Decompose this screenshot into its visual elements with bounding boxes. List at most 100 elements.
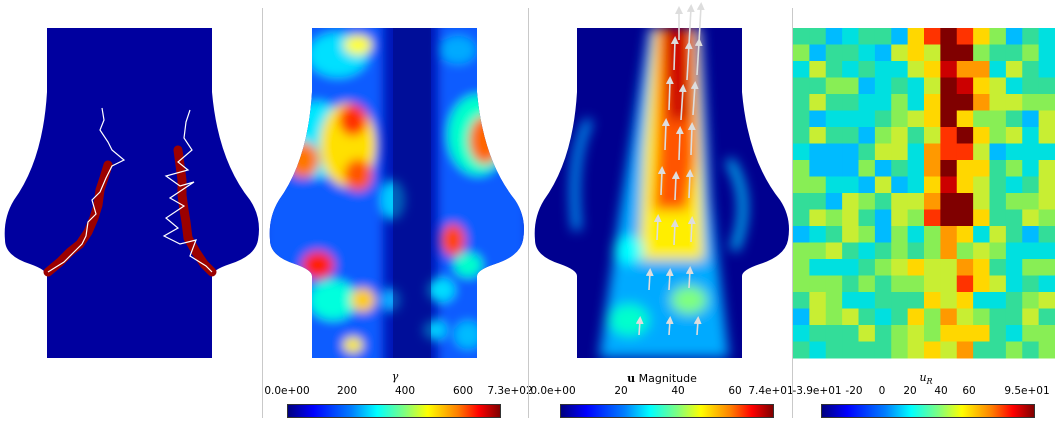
gamma-colorbar-title: γ: [391, 370, 399, 383]
uR-cell: [956, 160, 974, 177]
uR-cell: [1022, 28, 1040, 45]
uR-cell: [956, 325, 974, 342]
uR-cell: [924, 44, 941, 62]
uR-cell: [825, 127, 843, 144]
uR-cell: [891, 160, 909, 177]
uR-cell: [874, 209, 892, 227]
separator-3: [792, 8, 793, 418]
uR-cell: [907, 259, 925, 276]
uR-cell: [956, 28, 974, 45]
uR-cell: [874, 143, 892, 161]
uR-cell: [956, 292, 974, 309]
uR-cell: [1038, 242, 1055, 260]
uR-cell: [940, 341, 958, 359]
uR-cell: [809, 242, 827, 260]
uR-cell: [956, 44, 974, 62]
uR-cell: [891, 28, 909, 45]
gamma-tick-2: 400: [394, 385, 416, 397]
uR-cell: [940, 325, 958, 342]
uR-cell: [891, 209, 909, 227]
uR-cell: [858, 341, 876, 359]
uR-cell: [858, 226, 876, 243]
velocity-tick-0: 0.0e+00: [530, 385, 576, 397]
uR-cell: [809, 176, 827, 194]
uR-cell: [1038, 77, 1055, 95]
uR-colorbar-title: uR: [919, 371, 933, 387]
uR-cell: [1005, 61, 1023, 78]
uR-cell: [907, 110, 925, 128]
uR-cell: [1005, 275, 1023, 293]
uR-cell: [1005, 110, 1023, 128]
uR-cell: [973, 143, 991, 161]
gamma-colorbar: [287, 404, 501, 418]
uR-cell: [825, 292, 843, 309]
uR-cell: [924, 209, 941, 227]
uR-cell: [809, 143, 827, 161]
uR-tick-4: 40: [934, 385, 948, 397]
uR-cell: [809, 308, 827, 326]
fracture-domain-svg: [4, 28, 260, 358]
uR-cell: [842, 110, 860, 128]
uR-cell: [1038, 44, 1055, 62]
uR-tick-1: -20: [845, 385, 863, 397]
uR-cell: [924, 226, 941, 243]
uR-cell: [989, 275, 1007, 293]
uR-cell: [1005, 292, 1023, 309]
uR-cell: [793, 94, 810, 111]
uR-cell: [1022, 44, 1040, 62]
uR-cell: [1005, 77, 1023, 95]
uR-cell: [842, 94, 860, 111]
uR-cell: [924, 341, 941, 359]
uR-cell: [973, 94, 991, 111]
velocity-colorbar: [560, 404, 774, 418]
uR-cell: [1005, 94, 1023, 111]
left-fracture-band: [43, 160, 113, 277]
uR-cell: [842, 44, 860, 62]
uR-cell: [1005, 176, 1023, 194]
uR-cell: [825, 143, 843, 161]
uR-cell: [956, 209, 974, 227]
uR-cell: [825, 110, 843, 128]
uR-cell: [973, 292, 991, 309]
uR-cell: [924, 61, 941, 78]
uR-cell: [858, 275, 876, 293]
uR-cell: [793, 143, 810, 161]
velocity-colorbar-title: u Magnitude: [627, 372, 697, 385]
uR-cell: [809, 292, 827, 309]
uR-cell: [874, 275, 892, 293]
uR-cell: [907, 242, 925, 260]
uR-cell: [793, 292, 810, 309]
uR-cell: [793, 61, 810, 78]
uR-cell: [793, 160, 810, 177]
uR-cell: [809, 160, 827, 177]
right-crack-path: [162, 109, 213, 273]
fracture-panel: [0, 0, 262, 421]
uR-cell: [956, 226, 974, 243]
uR-cell: [989, 193, 1007, 210]
uR-cell: [956, 308, 974, 326]
uR-cell: [940, 77, 958, 95]
uR-cell: [956, 176, 974, 194]
uR-cell: [1038, 143, 1055, 161]
uR-cell: [874, 308, 892, 326]
uR-cell: [940, 193, 958, 210]
gamma-tick-4: 7.3e+02: [487, 385, 533, 397]
uR-cell: [1038, 127, 1055, 144]
velocity-tick-4: 7.4e+01: [748, 385, 794, 397]
uR-cell: [956, 110, 974, 128]
uR-grid: [793, 28, 1055, 359]
uR-cell: [874, 259, 892, 276]
uR-cell: [956, 61, 974, 78]
uR-cell: [989, 77, 1007, 95]
uR-cell: [940, 61, 958, 78]
uR-cell: [940, 143, 958, 161]
uR-cell: [891, 308, 909, 326]
uR-cell: [1005, 127, 1023, 144]
uR-cell: [825, 325, 843, 342]
uR-cell: [907, 176, 925, 194]
uR-cell: [1038, 28, 1055, 45]
uR-cell: [1005, 44, 1023, 62]
uR-cell: [858, 160, 876, 177]
uR-cell: [793, 226, 810, 243]
uR-cell: [1005, 226, 1023, 243]
